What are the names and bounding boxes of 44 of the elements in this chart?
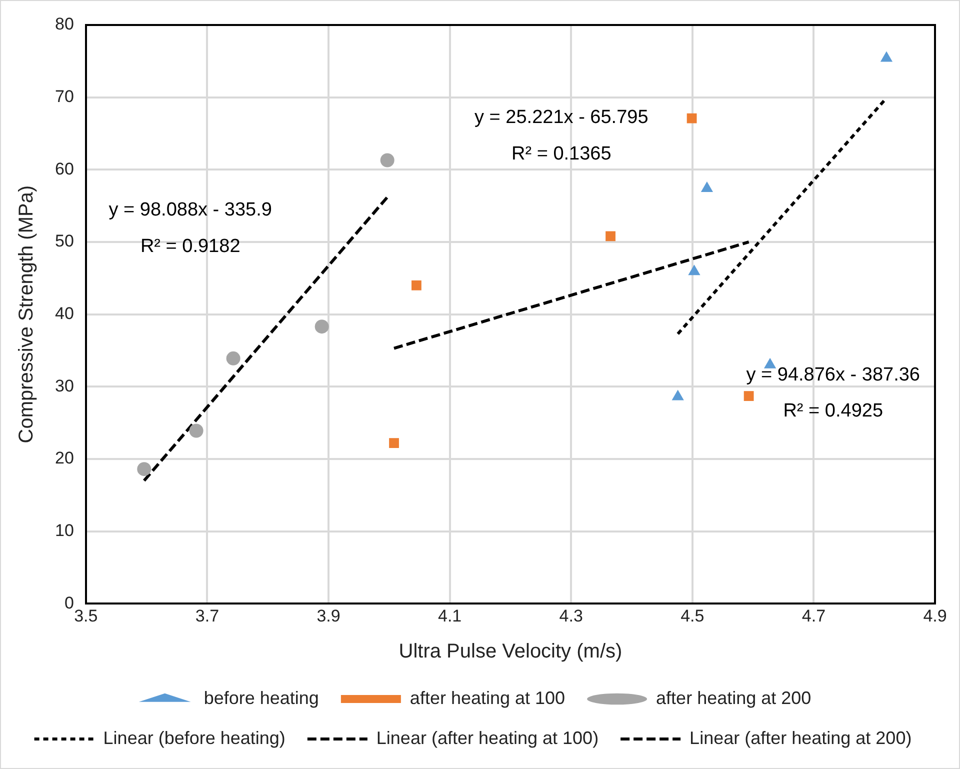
point <box>380 153 394 168</box>
point <box>686 113 697 124</box>
x-tick-label: 3.7 <box>195 606 220 626</box>
y-tick-label: 30 <box>54 376 74 396</box>
legend-label: Linear (after heating at 200) <box>690 728 912 748</box>
y-tick-label: 80 <box>54 14 74 34</box>
x-tick-label: 4.5 <box>680 606 704 626</box>
legend-label: after heating at 100 <box>410 688 566 708</box>
point <box>189 424 204 438</box>
point <box>880 51 893 62</box>
annotation: y = 98.088x - 335.9 <box>108 199 272 220</box>
y-tick-label: 20 <box>54 448 74 468</box>
x-tick-label: 4.9 <box>923 606 947 626</box>
annotation: y = 25.221x - 65.795 <box>474 106 648 128</box>
annotation: R² = 0.1365 <box>511 143 612 164</box>
y-tick-label: 50 <box>54 232 74 251</box>
point <box>688 264 700 276</box>
point <box>606 231 616 242</box>
y-tick-label: 0 <box>64 593 74 612</box>
legend-label: before heating <box>204 688 319 708</box>
legend-label: after heating at 200 <box>656 688 812 708</box>
y-tick-label: 60 <box>54 159 74 178</box>
point <box>412 280 422 290</box>
point <box>744 391 754 401</box>
x-tick-label: 3.9 <box>316 606 340 626</box>
x-tick-label: 4.7 <box>802 606 826 626</box>
y-axis-title: Compressive Strength (MPa) <box>16 185 38 444</box>
point <box>314 320 329 334</box>
point <box>389 438 399 448</box>
annotation: y = 94.876x - 387.36 <box>746 364 920 386</box>
point <box>226 351 240 366</box>
y-tick-label: 70 <box>54 87 74 106</box>
x-tick-label: 3.5 <box>74 606 98 626</box>
point <box>700 181 714 192</box>
x-tick-label: 4.3 <box>559 606 583 626</box>
annotation: R² = 0.9182 <box>140 236 240 257</box>
annotation: R² = 0.4925 <box>783 400 884 422</box>
y-tick-label: 40 <box>54 304 74 323</box>
point <box>137 462 152 476</box>
legend-label: Linear (after heating at 100) <box>376 728 599 748</box>
y-tick-label: 10 <box>54 520 74 540</box>
x-axis-title: Ultra Pulse Velocity (m/s) <box>398 640 622 663</box>
legend-label: Linear (before heating) <box>103 728 286 748</box>
x-tick-label: 4.1 <box>438 606 462 626</box>
